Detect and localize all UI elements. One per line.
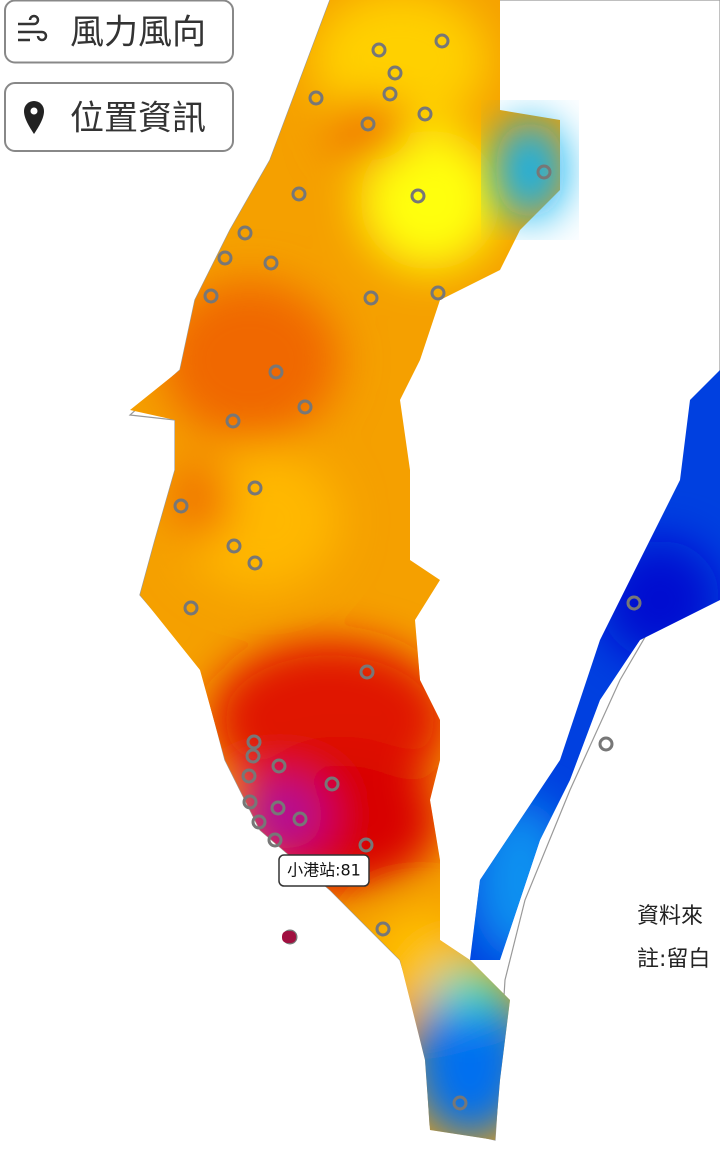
station-marker[interactable] bbox=[251, 814, 267, 830]
station-marker[interactable] bbox=[358, 837, 374, 853]
station-marker[interactable] bbox=[268, 364, 284, 380]
station-marker[interactable] bbox=[173, 498, 189, 514]
blank-note: 註:留白 bbox=[637, 947, 710, 972]
station-marker[interactable] bbox=[371, 42, 387, 58]
wind-button[interactable]: 風力風向 bbox=[4, 0, 234, 64]
station-marker[interactable] bbox=[267, 832, 283, 848]
pin-icon bbox=[24, 101, 44, 134]
station-marker[interactable] bbox=[360, 116, 376, 132]
station-marker[interactable] bbox=[246, 734, 262, 750]
tooltip-label: 小港站:81 bbox=[287, 861, 361, 880]
station-marker[interactable] bbox=[226, 538, 242, 554]
button-label: 位置資訊 bbox=[70, 99, 206, 139]
station-marker[interactable] bbox=[245, 748, 261, 764]
station-marker[interactable] bbox=[410, 188, 426, 204]
station-marker[interactable] bbox=[263, 255, 279, 271]
station-marker[interactable] bbox=[237, 225, 253, 241]
station-marker[interactable] bbox=[247, 480, 263, 496]
station-marker[interactable] bbox=[430, 285, 446, 301]
wind-icon bbox=[18, 14, 48, 42]
station-marker[interactable] bbox=[270, 800, 286, 816]
heat-northeast bbox=[495, 120, 565, 220]
station-marker[interactable] bbox=[247, 555, 263, 571]
station-marker[interactable] bbox=[308, 90, 324, 106]
station-marker[interactable] bbox=[375, 921, 391, 937]
station-marker[interactable] bbox=[183, 600, 199, 616]
station-marker[interactable] bbox=[387, 65, 403, 81]
station-marker[interactable] bbox=[434, 33, 450, 49]
source-note: 資料來 bbox=[637, 904, 703, 929]
station-marker[interactable] bbox=[598, 736, 614, 752]
station-marker[interactable] bbox=[536, 164, 552, 180]
station-marker[interactable] bbox=[241, 768, 257, 784]
station-marker[interactable] bbox=[225, 413, 241, 429]
station-marker[interactable] bbox=[382, 86, 398, 102]
station-marker[interactable] bbox=[363, 290, 379, 306]
station-marker[interactable] bbox=[242, 794, 258, 810]
station-marker[interactable] bbox=[217, 250, 233, 266]
station-marker[interactable] bbox=[626, 595, 642, 611]
station-marker[interactable] bbox=[324, 776, 340, 792]
station-marker[interactable] bbox=[271, 758, 287, 774]
station-marker[interactable] bbox=[297, 399, 313, 415]
location-button[interactable]: 位置資訊 bbox=[4, 82, 234, 152]
station-marker[interactable] bbox=[417, 106, 433, 122]
islet bbox=[282, 931, 296, 943]
station-tooltip: 小港站:81 bbox=[278, 854, 370, 887]
station-marker[interactable] bbox=[203, 288, 219, 304]
button-label: 風力風向 bbox=[70, 13, 206, 53]
station-marker[interactable] bbox=[292, 811, 308, 827]
station-marker[interactable] bbox=[359, 664, 375, 680]
station-marker[interactable] bbox=[291, 186, 307, 202]
station-marker[interactable] bbox=[452, 1095, 468, 1111]
